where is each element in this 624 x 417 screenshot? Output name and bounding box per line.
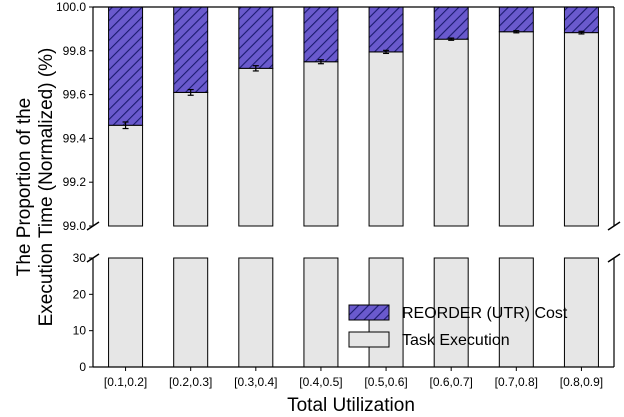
bar-task-lower bbox=[498, 257, 534, 368]
x-axis-title: Total Utilization bbox=[287, 395, 415, 416]
y-axis-title: The Proportion of the Execution Time (No… bbox=[14, 48, 57, 327]
legend-label-reorder-cost: REORDER (UTR) Cost bbox=[402, 305, 568, 322]
legend: REORDER (UTR) Cost Task Execution bbox=[348, 304, 568, 349]
bars-layer bbox=[108, 6, 599, 368]
y-tick-label-lower: 30 bbox=[73, 251, 87, 265]
axes-layer: [0.1,0.2] [0.2,0.3] [0.3,0.4] [0.4,0.5] [0.5… bbox=[56, 0, 621, 389]
y-tick-label-upper: 100.0 bbox=[56, 0, 86, 14]
bar-task-upper bbox=[303, 61, 339, 227]
y-tick-label-lower: 10 bbox=[73, 324, 87, 338]
x-tick-label: [0.7,0.8] bbox=[495, 375, 538, 389]
bar-reorder-cost bbox=[108, 6, 144, 126]
y-tick-label-upper: 99.6 bbox=[63, 88, 87, 102]
bar-task-upper bbox=[563, 32, 599, 227]
y-axis-title-line-1: The Proportion of the bbox=[14, 98, 35, 277]
bar-task-upper bbox=[433, 38, 469, 227]
bar-task-upper bbox=[108, 124, 144, 227]
bar-task-upper bbox=[173, 91, 209, 227]
bar-reorder-cost bbox=[433, 6, 469, 40]
y-tick-label-upper: 99.8 bbox=[63, 44, 87, 58]
y-tick-label-lower: 0 bbox=[79, 360, 86, 374]
y-axis-title-line-2: Execution Time (Normalized) (%) bbox=[36, 48, 57, 327]
y-tick-label-lower: 20 bbox=[73, 287, 87, 301]
y-tick-label-upper: 99.4 bbox=[63, 131, 87, 145]
x-tick-label: [0.3,0.4] bbox=[234, 375, 277, 389]
x-tick-label: [0.2,0.3] bbox=[169, 375, 212, 389]
x-tick-label: [0.1,0.2] bbox=[104, 375, 147, 389]
axis-break-mark bbox=[607, 253, 621, 263]
legend-label-task-execution: Task Execution bbox=[402, 332, 510, 349]
bar-reorder-cost bbox=[238, 6, 274, 69]
bar-task-lower bbox=[563, 257, 599, 368]
axis-break-mark bbox=[607, 221, 621, 231]
x-tick-label: [0.4,0.5] bbox=[299, 375, 342, 389]
bar-task-upper bbox=[498, 31, 534, 227]
bar-task-lower bbox=[238, 257, 274, 368]
x-tick-label: [0.6,0.7] bbox=[430, 375, 473, 389]
legend-swatch-task-execution bbox=[348, 331, 390, 348]
bar-reorder-cost bbox=[563, 6, 599, 34]
bar-task-lower bbox=[173, 257, 209, 368]
bar-task-lower bbox=[303, 257, 339, 368]
x-tick-label: [0.5,0.6] bbox=[364, 375, 407, 389]
y-tick-label-upper: 99.2 bbox=[63, 175, 87, 189]
bar-reorder-cost bbox=[498, 6, 534, 33]
y-tick-label-upper: 99.0 bbox=[63, 219, 87, 233]
x-tick-label: [0.8,0.9] bbox=[560, 375, 603, 389]
bar-reorder-cost bbox=[368, 6, 404, 53]
bar-reorder-cost bbox=[173, 6, 209, 93]
bar-task-upper bbox=[368, 51, 404, 227]
bar-task-upper bbox=[238, 67, 274, 227]
bar-task-lower bbox=[108, 257, 144, 368]
bar-reorder-cost bbox=[303, 6, 339, 63]
legend-swatch-reorder-cost bbox=[348, 304, 390, 321]
